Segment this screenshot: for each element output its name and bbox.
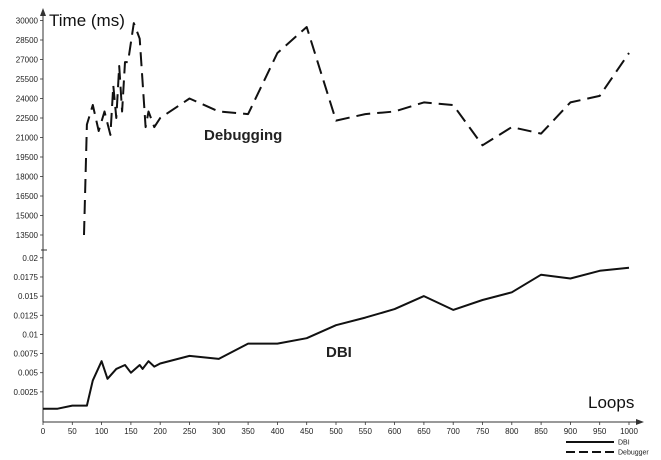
upper-y-tick-label: 21000 (16, 134, 39, 143)
lower-y-tick-label: 0.01 (22, 330, 38, 339)
upper-y-tick-label: 27000 (16, 56, 39, 65)
series-layer (43, 22, 630, 410)
x-tick-label: 900 (564, 427, 578, 436)
legend-label-debugger: Debugger (618, 450, 649, 457)
x-tick-label: 300 (212, 427, 226, 436)
x-tick-label: 100 (95, 427, 109, 436)
upper-y-tick-label: 18000 (16, 173, 39, 182)
upper-y-tick-label: 22500 (16, 114, 39, 123)
upper-y-tick-label: 13500 (16, 231, 39, 240)
series-line-debugger (83, 22, 630, 236)
x-tick-label: 50 (68, 427, 77, 436)
x-tick-label: 1000 (620, 427, 638, 436)
annotation-debugging: Debugging (204, 127, 282, 144)
x-tick-label: 850 (534, 427, 548, 436)
series-line-dbi (43, 266, 630, 410)
lower-y-tick-label: 0.02 (22, 254, 38, 263)
x-tick-label: 950 (593, 427, 607, 436)
x-tick-label: 650 (417, 427, 431, 436)
x-tick-label: 600 (388, 427, 402, 436)
x-tick-label: 550 (359, 427, 373, 436)
upper-y-tick-label: 19500 (16, 153, 39, 162)
upper-y-tick-label: 30000 (16, 17, 39, 26)
upper-y-tick-label: 24000 (16, 95, 39, 104)
upper-y-tick-label: 15000 (16, 212, 39, 221)
legend-label-dbi: DBI (618, 440, 630, 447)
y-axis-arrow (40, 8, 46, 16)
x-tick-label: 750 (476, 427, 490, 436)
x-tick-label: 700 (447, 427, 461, 436)
upper-y-tick-label: 25500 (16, 75, 39, 84)
lower-y-tick-label: 0.0175 (14, 273, 39, 282)
upper-y-tick-label: 16500 (16, 192, 39, 201)
lower-y-tick-label: 0.0025 (14, 388, 39, 397)
x-tick-label: 200 (154, 427, 168, 436)
legend: DBI Debugger (566, 440, 649, 457)
lower-y-tick-label: 0.0125 (14, 311, 39, 320)
x-tick-label: 0 (41, 427, 46, 436)
lower-y-tick-label: 0.005 (18, 369, 39, 378)
x-tick-label: 400 (271, 427, 285, 436)
x-axis-arrow (636, 419, 644, 425)
x-tick-label: 500 (329, 427, 343, 436)
y-axis-title: Time (ms) (49, 11, 125, 30)
x-tick-label: 800 (505, 427, 519, 436)
x-axis-title: Loops (588, 393, 634, 412)
upper-y-tick-label: 28500 (16, 36, 39, 45)
lower-y-tick-label: 0.015 (18, 292, 39, 301)
x-tick-label: 150 (124, 427, 138, 436)
annotation-dbi: DBI (326, 344, 352, 361)
axes: 0 50 100 150 200 250 300 350 400 450 500 550 600 650 7… (14, 8, 644, 436)
labels-layer: Time (ms) Loops Debugging DBI (49, 11, 634, 412)
x-tick-label: 450 (300, 427, 314, 436)
lower-y-tick-label: 0.0075 (14, 350, 39, 359)
x-tick-label: 250 (183, 427, 197, 436)
x-tick-label: 350 (241, 427, 255, 436)
